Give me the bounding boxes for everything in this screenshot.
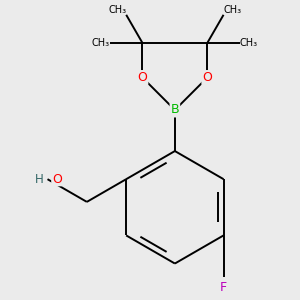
Text: O: O [137, 71, 147, 84]
Text: CH₃: CH₃ [224, 5, 242, 15]
Text: B: B [171, 103, 179, 116]
Text: CH₃: CH₃ [108, 5, 126, 15]
Text: CH₃: CH₃ [240, 38, 258, 48]
Text: O: O [52, 173, 62, 186]
Text: F: F [220, 281, 227, 294]
Text: H: H [34, 173, 43, 186]
Text: CH₃: CH₃ [92, 38, 110, 48]
Text: O: O [202, 71, 212, 84]
